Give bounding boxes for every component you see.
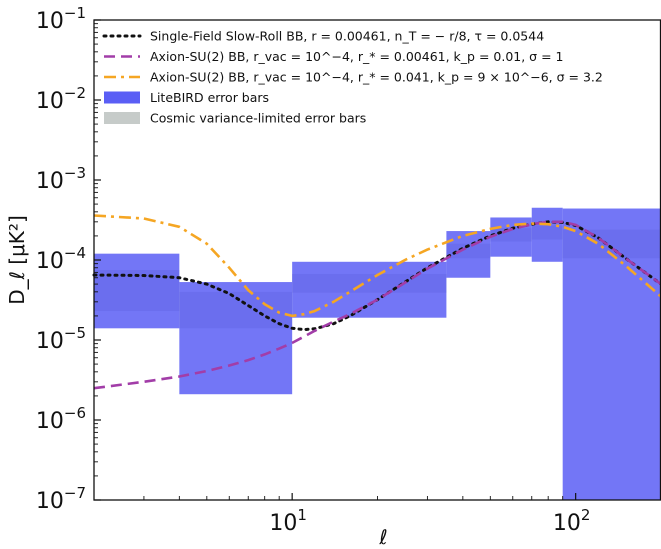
legend-label-4: Cosmic variance-limited error bars: [150, 111, 366, 126]
y-tick-exponent: −6: [64, 404, 86, 422]
x-tick-exponent: 2: [581, 506, 591, 524]
x-tick-label: 102: [553, 506, 591, 536]
y-tick-base: 10: [36, 329, 64, 354]
y-tick-base: 10: [36, 89, 64, 114]
legend-label-0: Single-Field Slow-Roll BB, r = 0.00461, …: [150, 29, 544, 44]
litebird-box-1: [179, 282, 293, 395]
y-tick-label: 10−5: [36, 324, 86, 354]
legend-label-3: LiteBIRD error bars: [150, 90, 269, 105]
legend-label-1: Axion-SU(2) BB, r_vac = 10^−4, r_* = 0.0…: [150, 49, 563, 64]
y-tick-label: 10−1: [36, 4, 86, 34]
y-tick-base: 10: [36, 169, 64, 194]
x-tick-exponent: 1: [297, 506, 307, 524]
y-axis-label: D_ℓ [μK²]: [5, 215, 29, 304]
litebird-box-5: [531, 207, 563, 262]
y-tick-exponent: −3: [64, 164, 86, 182]
x-axis-label: ℓ: [378, 525, 387, 549]
litebird-box-3: [446, 231, 491, 278]
x-tick-base: 10: [269, 511, 297, 536]
y-tick-exponent: −5: [64, 324, 86, 342]
legend-label-2: Axion-SU(2) BB, r_vac = 10^−4, r_* = 0.0…: [150, 70, 603, 85]
axis-labels: ℓ D_ℓ [μK²]: [5, 215, 388, 549]
y-tick-label: 10−3: [36, 164, 86, 194]
litebird-error-bars: [94, 207, 661, 500]
legend-swatch-4: [104, 112, 140, 124]
x-tick-base: 10: [553, 511, 581, 536]
curves: [92, 214, 661, 390]
y-tick-base: 10: [36, 489, 64, 514]
y-tick-base: 10: [36, 9, 64, 34]
litebird-box-6: [562, 208, 661, 500]
legend-swatch-3: [104, 91, 140, 104]
y-tick-label: 10−4: [36, 244, 86, 274]
y-tick-label: 10−2: [36, 84, 86, 114]
y-tick-base: 10: [36, 409, 64, 434]
y-tick-label: 10−6: [36, 404, 86, 434]
y-tick-base: 10: [36, 249, 64, 274]
y-tick-label: 10−7: [36, 484, 86, 514]
series-line-2: [93, 214, 661, 318]
y-tick-exponent: −7: [64, 484, 86, 502]
y-tick-exponent: −1: [64, 4, 86, 22]
x-tick-label: 101: [269, 506, 307, 536]
litebird-box-0: [94, 253, 180, 329]
y-tick-exponent: −4: [64, 244, 86, 262]
series-line-1: [93, 220, 661, 390]
y-tick-exponent: −2: [64, 84, 86, 102]
legend: Single-Field Slow-Roll BB, r = 0.00461, …: [102, 29, 603, 126]
